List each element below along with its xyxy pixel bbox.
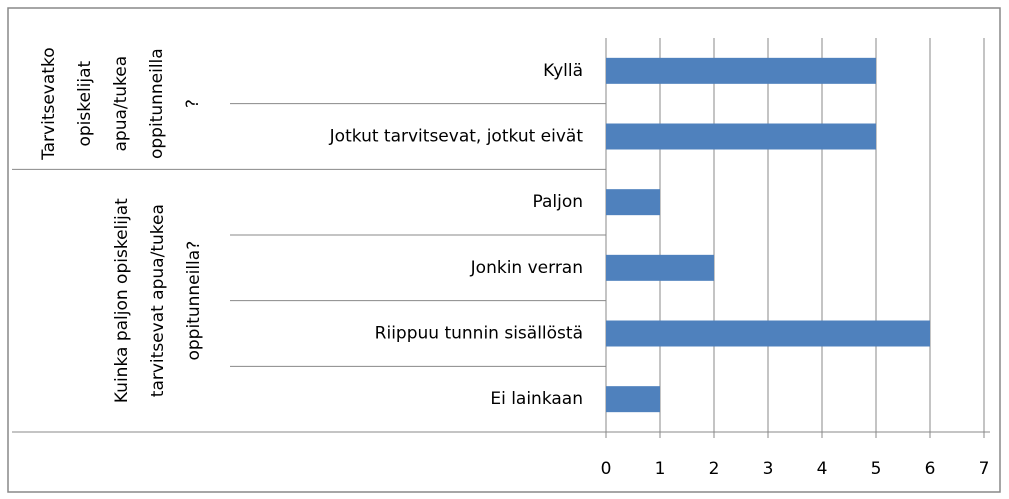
category-label: Ei lainkaan [490, 389, 583, 409]
bar [606, 254, 714, 281]
group-label-line: Tarvitsevatko [39, 47, 59, 161]
group-label-line: apua/tukea [111, 56, 131, 152]
x-tick-label: 3 [763, 459, 774, 479]
bar [606, 386, 660, 413]
x-tick-label: 0 [601, 459, 612, 479]
x-tick-label: 6 [925, 459, 936, 479]
x-tick-label: 5 [871, 459, 882, 479]
group-label-line: tarvitsevat apua/tukea [148, 204, 168, 397]
x-tick-label: 4 [817, 459, 828, 479]
category-label: Kyllä [543, 61, 583, 81]
x-tick-label: 7 [979, 459, 990, 479]
category-label: Jotkut tarvitsevat, jotkut eivät [329, 127, 584, 147]
category-label: Riippuu tunnin sisällöstä [375, 324, 583, 344]
x-tick-label: 2 [709, 459, 720, 479]
group-label-line: oppitunneilla [147, 48, 167, 159]
group-label-line: ? [183, 99, 203, 108]
bar [606, 123, 876, 150]
chart-border [7, 7, 1001, 493]
category-label: Paljon [532, 192, 583, 212]
bar [606, 57, 876, 84]
group-label-line: oppitunneilla? [184, 241, 204, 361]
group-label: Kuinka paljon opiskelijat tarvitsevat apu… [112, 198, 204, 403]
x-tick-label: 1 [655, 459, 666, 479]
group-label-line: opiskelijat [75, 60, 95, 146]
bar [606, 189, 660, 216]
group-label: Tarvitsevatko opiskelijat apua/tukea oppitu… [39, 47, 203, 161]
bar [606, 320, 930, 347]
category-label: Jonkin verran [470, 258, 583, 278]
group-label-line: Kuinka paljon opiskelijat [112, 198, 132, 403]
